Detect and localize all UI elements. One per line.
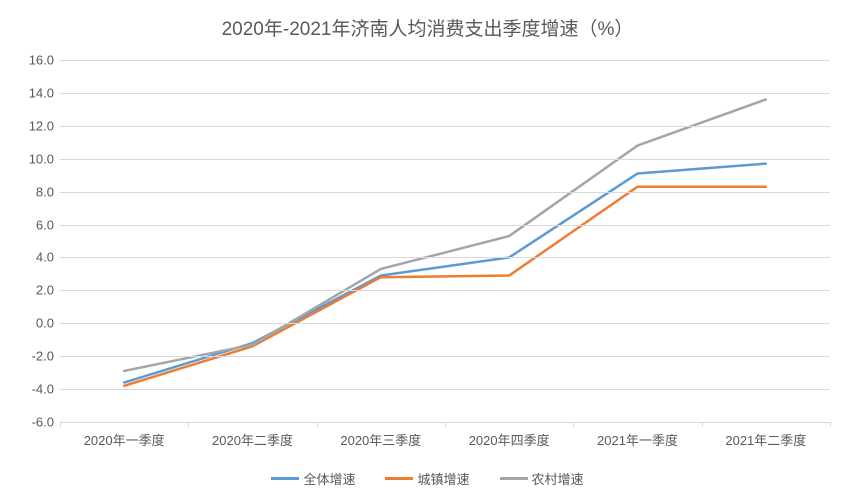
- x-tick: [830, 422, 831, 427]
- grid-line: [60, 126, 830, 127]
- x-tick: [317, 422, 318, 427]
- plot-area: -6.0-4.0-2.00.02.04.06.08.010.012.014.01…: [60, 60, 830, 423]
- y-axis-label: 14.0: [29, 85, 60, 100]
- y-axis-label: 8.0: [36, 184, 60, 199]
- x-axis-label: 2020年三季度: [340, 422, 421, 449]
- x-axis-label: 2020年四季度: [469, 422, 550, 449]
- grid-line: [60, 93, 830, 94]
- line-series-svg: [60, 60, 830, 422]
- grid-line: [60, 389, 830, 390]
- legend: 全体增速 城镇增速 农村增速: [0, 469, 855, 488]
- y-axis-label: 4.0: [36, 250, 60, 265]
- legend-item-all: 全体增速: [271, 469, 355, 488]
- x-tick: [60, 422, 61, 427]
- grid-line: [60, 290, 830, 291]
- grid-line: [60, 60, 830, 61]
- y-axis-label: 16.0: [29, 53, 60, 68]
- x-tick: [702, 422, 703, 427]
- legend-swatch: [500, 477, 528, 480]
- x-axis-label: 2021年二季度: [725, 422, 806, 449]
- chart-container: 2020年-2021年济南人均消费支出季度增速（%） -6.0-4.0-2.00…: [0, 0, 855, 500]
- y-axis-label: -2.0: [32, 349, 60, 364]
- x-tick: [573, 422, 574, 427]
- legend-item-rural: 农村增速: [500, 469, 584, 488]
- legend-label: 城镇增速: [417, 469, 469, 488]
- y-axis-label: 10.0: [29, 151, 60, 166]
- grid-line: [60, 356, 830, 357]
- y-axis-label: -4.0: [32, 382, 60, 397]
- x-tick: [188, 422, 189, 427]
- chart-title: 2020年-2021年济南人均消费支出季度增速（%）: [0, 14, 855, 41]
- legend-label: 农村增速: [532, 469, 584, 488]
- x-axis-label: 2021年一季度: [597, 422, 678, 449]
- grid-line: [60, 159, 830, 160]
- y-axis-label: 2.0: [36, 283, 60, 298]
- grid-line: [60, 323, 830, 324]
- x-tick: [445, 422, 446, 427]
- grid-line: [60, 192, 830, 193]
- series-line-rural: [124, 99, 766, 371]
- legend-swatch: [385, 477, 413, 480]
- grid-line: [60, 257, 830, 258]
- legend-label: 全体增速: [303, 469, 355, 488]
- x-axis-label: 2020年二季度: [212, 422, 293, 449]
- legend-item-urban: 城镇增速: [385, 469, 469, 488]
- y-axis-label: 0.0: [36, 316, 60, 331]
- grid-line: [60, 225, 830, 226]
- y-axis-label: 12.0: [29, 118, 60, 133]
- y-axis-label: -6.0: [32, 415, 60, 430]
- series-line-all: [124, 164, 766, 383]
- x-axis-label: 2020年一季度: [84, 422, 165, 449]
- y-axis-label: 6.0: [36, 217, 60, 232]
- legend-swatch: [271, 477, 299, 480]
